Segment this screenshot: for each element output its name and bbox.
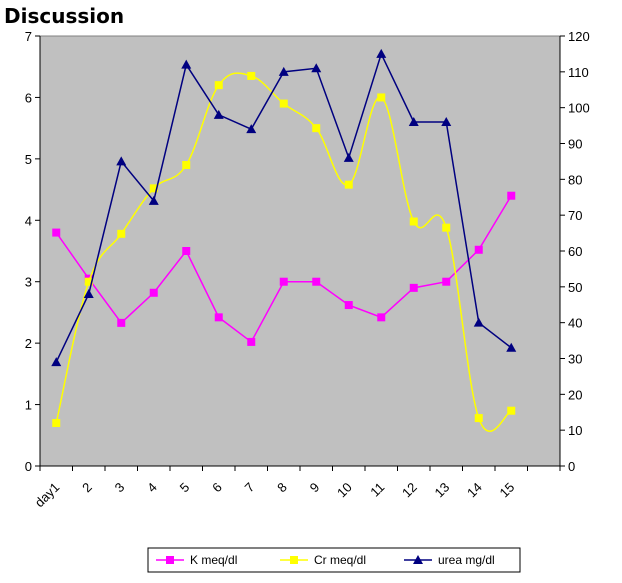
y-right-tick-label: 90 (568, 137, 582, 152)
legend: K meq/dl Cr meq/dl urea mg/dl (147, 547, 521, 573)
page-heading: Discussion (4, 4, 125, 28)
legend-marker-k (166, 556, 174, 564)
x-tick-label: 11 (367, 480, 387, 500)
data-point-cr (52, 419, 61, 427)
data-point-cr (247, 71, 256, 80)
x-tick-label: 4 (144, 480, 160, 496)
data-point-urea (311, 63, 322, 73)
y-left-tick-label: 4 (25, 213, 32, 228)
y-left-tick-label: 3 (25, 275, 32, 290)
x-tick-label: 3 (112, 480, 128, 496)
legend-label-urea: urea mg/dl (438, 553, 495, 567)
data-point-cr (409, 217, 418, 226)
x-tick-label: 2 (79, 480, 95, 496)
data-point-cr (442, 223, 451, 232)
data-point-k (409, 283, 418, 292)
x-tick-label: 14 (464, 480, 485, 501)
y-right-tick-label: 120 (568, 29, 590, 44)
data-point-urea (408, 117, 419, 126)
x-tick-label: 13 (432, 480, 453, 501)
data-point-urea (51, 357, 62, 367)
data-point-k (442, 277, 451, 286)
series-urea (51, 48, 517, 367)
data-point-urea (181, 59, 192, 69)
y-right-tick-label: 50 (568, 280, 582, 295)
legend-marker-urea (413, 555, 423, 564)
data-point-k (52, 228, 61, 237)
series-cr (52, 71, 516, 432)
y-right-tick-label: 70 (568, 208, 582, 223)
y-left-tick-label: 7 (25, 29, 32, 44)
data-point-k (507, 191, 516, 200)
data-point-cr (149, 184, 158, 193)
y-right-tick-label: 40 (568, 316, 582, 331)
data-point-cr (474, 414, 483, 423)
data-point-k (312, 277, 321, 286)
data-point-k (344, 301, 353, 310)
data-point-k (279, 277, 288, 286)
data-point-k (377, 313, 386, 322)
data-point-cr (84, 277, 93, 286)
series-layer (51, 48, 517, 432)
y-right-tick-label: 100 (568, 101, 590, 116)
data-point-urea (246, 124, 257, 134)
data-point-urea (506, 342, 517, 352)
data-point-urea (116, 156, 127, 166)
y-right-tick-label: 110 (568, 65, 589, 80)
x-tick-label: 5 (177, 480, 193, 496)
legend-label-k: K meq/dl (190, 553, 237, 567)
data-point-urea (441, 117, 452, 126)
data-point-cr (312, 124, 321, 133)
y-right-tick-label: 60 (568, 244, 582, 259)
y-right-tick-label: 10 (568, 423, 582, 438)
y-right-tick-label: 30 (568, 352, 582, 367)
y-right-tick-label: 0 (568, 459, 575, 474)
data-point-cr (377, 93, 386, 102)
y-left-tick-label: 1 (25, 398, 32, 413)
data-point-cr (507, 406, 516, 415)
x-tick-label: 10 (334, 480, 355, 501)
data-point-urea (343, 152, 354, 162)
y-left-tick-label: 2 (25, 336, 32, 351)
legend-marker-cr (290, 556, 298, 564)
data-point-urea (278, 66, 289, 76)
y-right-tick-label: 80 (568, 172, 582, 187)
data-point-urea (473, 317, 484, 327)
data-point-k (247, 337, 256, 346)
data-point-cr (182, 161, 191, 169)
data-point-k (182, 247, 191, 255)
y-right-tick-label: 20 (568, 387, 582, 402)
y-left-tick-label: 6 (25, 90, 32, 105)
data-point-urea (148, 195, 159, 205)
x-tick-label: 6 (209, 480, 225, 496)
x-tick-label: 8 (274, 480, 290, 496)
x-tick-label: day1 (32, 480, 63, 511)
x-tick-label: 9 (307, 480, 323, 496)
data-point-cr (344, 180, 353, 189)
data-point-urea (83, 289, 94, 298)
data-point-cr (117, 229, 126, 238)
data-point-cr (279, 99, 288, 108)
data-point-k (214, 313, 223, 322)
y-left-tick-label: 5 (25, 152, 32, 167)
legend-label-cr: Cr meq/dl (314, 553, 366, 567)
data-point-k (474, 245, 483, 254)
data-point-k (117, 318, 126, 327)
data-point-urea (376, 48, 387, 58)
y-left-tick-label: 0 (25, 459, 32, 474)
x-tick-label: 7 (242, 480, 258, 496)
legend-box (147, 547, 521, 573)
x-tick-label: 15 (497, 480, 518, 501)
data-point-cr (214, 81, 223, 90)
data-point-urea (213, 109, 224, 119)
data-point-k (149, 288, 158, 297)
x-tick-label: 12 (399, 480, 420, 501)
